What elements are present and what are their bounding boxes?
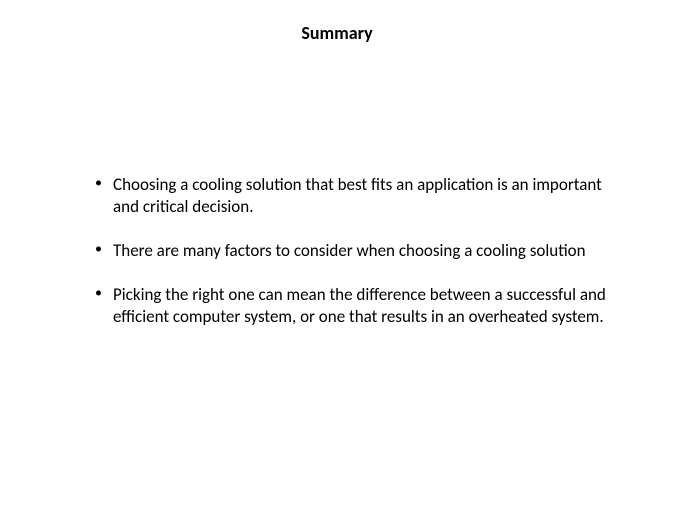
list-item: There are many factors to consider when … xyxy=(95,240,614,262)
slide-title: Summary xyxy=(0,0,674,44)
bullet-list: Choosing a cooling solution that best fi… xyxy=(0,44,674,328)
list-item: Picking the right one can mean the diffe… xyxy=(95,284,614,328)
list-item: Choosing a cooling solution that best fi… xyxy=(95,174,614,218)
